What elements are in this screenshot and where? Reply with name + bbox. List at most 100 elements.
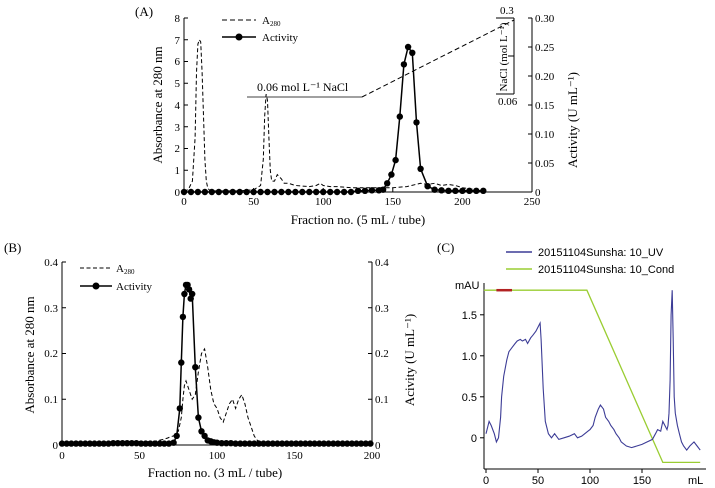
nacl-scale: 0.3 0.06 NaCl (mol L⁻¹) xyxy=(496,5,518,108)
b-legend-a280: A280 xyxy=(116,263,135,276)
b-ytick-3: 0.3 xyxy=(44,303,58,315)
a-activity-point xyxy=(417,165,424,172)
c-xtick-3: 150 xyxy=(633,475,651,487)
panel-a-label: (A) xyxy=(135,4,153,19)
b-xtick-2: 100 xyxy=(209,450,226,462)
a-activity-point xyxy=(250,188,257,196)
a-xtick-2: 100 xyxy=(315,196,332,208)
b-activity-point xyxy=(325,440,332,447)
a-activity-point xyxy=(388,171,395,178)
a-rtick-4: 0.20 xyxy=(535,71,555,83)
a-rtick-1: 0.05 xyxy=(535,158,555,170)
a-rtick-0: 0 xyxy=(535,187,541,199)
a-activity-point xyxy=(229,188,236,196)
b-activity-point xyxy=(330,440,337,447)
a-activity-point xyxy=(445,187,452,194)
panel-a-right-ticks: 0 0.05 0.10 0.15 0.20 0.25 0.30 xyxy=(528,13,555,199)
b-activity-point xyxy=(82,440,89,447)
a-xtick-3: 150 xyxy=(385,196,402,208)
a-activity-point xyxy=(466,187,473,194)
c-ytick-3: 1.5 xyxy=(462,310,477,322)
b-activity-point xyxy=(232,440,239,447)
b-activity-point xyxy=(161,440,168,447)
b-activity-point xyxy=(288,440,295,447)
b-rtick-4: 0.4 xyxy=(375,257,389,269)
a-activity-point xyxy=(236,188,243,196)
panel-a-legend: A280 Activity xyxy=(222,15,299,44)
a-activity-point xyxy=(333,188,341,196)
a-activity-point xyxy=(187,188,195,196)
c-series-cond-line xyxy=(483,289,701,464)
a-rtick-2: 0.10 xyxy=(535,129,555,141)
a-activity-point xyxy=(306,188,313,196)
b-legend-activity: Activity xyxy=(116,281,153,293)
b-activity-point xyxy=(77,440,84,447)
a-activity-point xyxy=(361,187,369,194)
a-series-a280-line xyxy=(183,38,484,192)
a-activity-point xyxy=(180,188,188,196)
a-xtick-0: 0 xyxy=(181,196,187,208)
b-activity-point xyxy=(72,440,80,447)
panel-c-legend: 20151104Sunsha: 10_UV 20151104Sunsha: 10… xyxy=(506,247,674,276)
c-xtick-2: 100 xyxy=(581,475,599,487)
a-activity-point xyxy=(320,188,327,196)
a-activity-point xyxy=(347,188,355,196)
a-ytick-8: 8 xyxy=(175,13,181,25)
b-activity-point xyxy=(302,440,309,447)
a-rtick-5: 0.25 xyxy=(535,42,555,54)
panel-a-left-ticks: 0 1 2 3 4 5 6 7 8 xyxy=(175,13,188,199)
a-activity-point xyxy=(384,180,391,187)
c-xtick-0: 0 xyxy=(483,475,489,487)
a-activity-point xyxy=(480,187,487,194)
a-activity-point xyxy=(299,188,306,196)
b-activity-point xyxy=(133,440,140,447)
panel-b-right-ticks: 0 0.1 0.2 0.3 0.4 xyxy=(368,257,389,452)
c-legend-uv: 20151104Sunsha: 10_UV xyxy=(538,247,664,259)
c-xlabel: mL xyxy=(688,475,703,487)
b-activity-point xyxy=(110,440,117,447)
a-activity-point xyxy=(452,187,459,194)
b-activity-point xyxy=(237,440,244,447)
a-activity-point xyxy=(208,188,215,196)
a-activity-point xyxy=(340,188,348,196)
b-ylabel-left: Absorbance at 280 nm xyxy=(22,296,37,413)
nacl-tick-high: 0.3 xyxy=(500,5,514,17)
a-activity-point xyxy=(201,188,209,196)
a-activity-point xyxy=(473,187,480,194)
b-series-a280-line xyxy=(62,347,295,445)
b-activity-point xyxy=(367,440,374,447)
a-activity-point xyxy=(313,188,320,196)
b-activity-point xyxy=(195,414,202,421)
c-xtick-1: 50 xyxy=(532,475,544,487)
b-activity-point xyxy=(86,440,94,447)
panel-b: (B) 0 0.1 0.2 0.3 0.4 0 0.1 0.2 0.3 0.4 … xyxy=(4,240,417,480)
c-ytick-2: 1.0 xyxy=(462,351,477,363)
b-activity-point xyxy=(119,440,126,447)
b-activity-point xyxy=(344,440,351,447)
a-series-activity-line xyxy=(184,45,484,193)
b-activity-point xyxy=(185,286,193,293)
b-legend-activity-marker xyxy=(92,282,100,290)
b-activity-point xyxy=(278,440,286,447)
a-activity-point xyxy=(285,188,292,196)
a-activity-point xyxy=(404,43,412,51)
a-activity-point xyxy=(292,188,299,196)
b-xtick-0: 0 xyxy=(59,450,65,462)
a-activity-point xyxy=(327,188,334,196)
b-xtick-4: 200 xyxy=(364,450,381,462)
a-activity-point xyxy=(257,188,264,196)
b-activity-point xyxy=(241,440,249,447)
panel-c-label: (C) xyxy=(437,240,454,255)
b-activity-point xyxy=(334,440,342,447)
a-ytick-3: 3 xyxy=(175,122,181,134)
b-rtick-0: 0 xyxy=(375,440,381,452)
panel-c-x-ticks: 0 50 100 150 xyxy=(483,469,651,487)
b-activity-point xyxy=(179,313,187,321)
a-activity-point xyxy=(424,183,431,190)
b-xtick-3: 150 xyxy=(286,450,303,462)
a-activity-point xyxy=(222,188,229,196)
b-ytick-0: 0 xyxy=(53,440,59,452)
b-activity-point xyxy=(306,440,314,447)
a-ytick-5: 5 xyxy=(175,78,181,90)
panel-b-label: (B) xyxy=(4,240,21,255)
